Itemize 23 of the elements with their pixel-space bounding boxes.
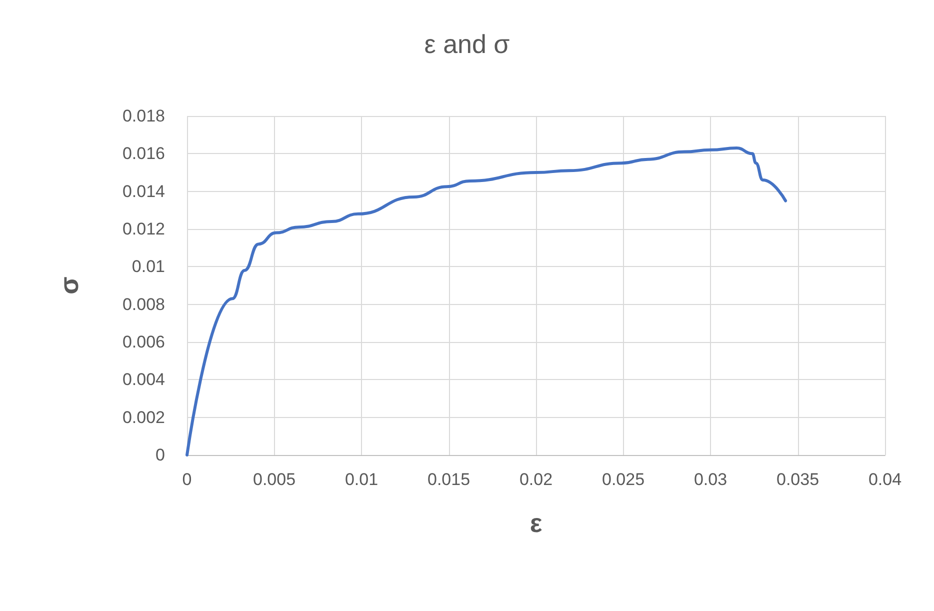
y-axis-title: σ (54, 276, 84, 294)
x-tick-label: 0.015 (427, 470, 470, 489)
line-series (186, 146, 788, 456)
x-tick-label: 0.025 (602, 470, 645, 489)
y-tick-label: 0.002 (122, 408, 165, 427)
x-tick-label: 0.02 (519, 470, 553, 489)
y-tick-label: 0.012 (122, 220, 165, 238)
x-tick-label: 0 (182, 470, 192, 489)
y-tick-label: 0.004 (122, 370, 165, 390)
x-tick-label: 0.035 (776, 470, 820, 489)
chart-title: ε and σ (424, 29, 510, 59)
y-tick-label: 0.008 (122, 294, 165, 314)
y-tick-label: 0 (156, 446, 165, 464)
x-tick-label: 0.04 (868, 470, 902, 489)
x-axis-title: ε (530, 508, 542, 538)
y-tick-label: 0.016 (122, 144, 165, 164)
x-tick-label: 0.03 (694, 470, 728, 489)
y-tick-label: 0.014 (122, 182, 165, 201)
y-tick-label: 0.006 (122, 332, 165, 352)
x-tick-label: 0.005 (252, 470, 296, 489)
y-tick-label: 0.018 (122, 106, 165, 126)
y-tick-label: 0.01 (132, 257, 165, 276)
x-tick-label: 0.01 (344, 470, 378, 489)
